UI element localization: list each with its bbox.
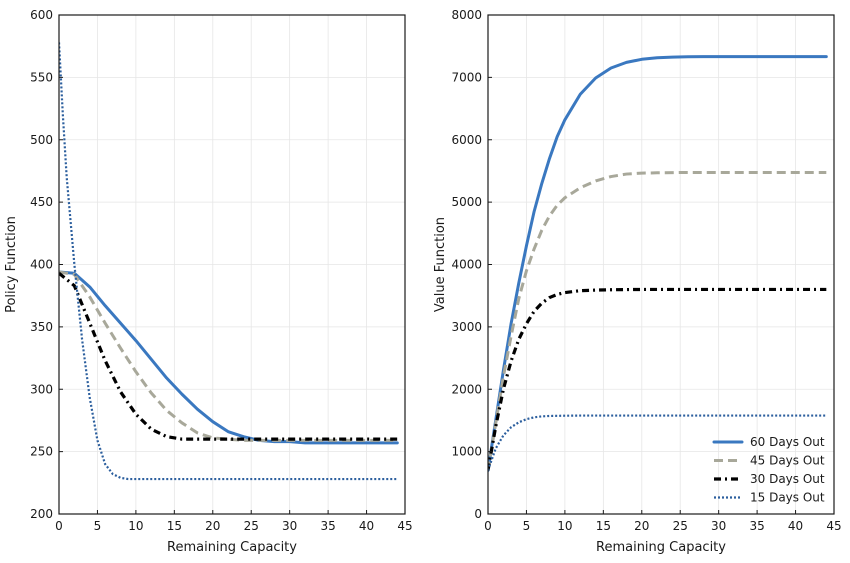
policy-series-45-days-line [59,270,398,442]
value-y-tick-label: 4000 [451,258,482,272]
value-x-tick-label: 45 [826,519,841,533]
value-series-15-days-line [488,414,827,471]
value-x-tick-label: 30 [711,519,726,533]
policy-x-tick-label: 0 [55,519,63,533]
policy-x-tick-label: 45 [397,519,412,533]
value-y-tick-label: 0 [474,507,482,521]
value-y-tick-label: 6000 [451,133,482,147]
policy-y-tick-label: 550 [30,70,53,84]
policy-series-30-days-line [59,271,398,441]
policy-series-15-days-line [59,42,398,481]
value-series-30-days-line [488,287,827,471]
policy-y-tick-label: 300 [30,382,53,396]
policy-x-tick-label: 35 [320,519,335,533]
value-x-axis-label: Remaining Capacity [596,540,726,555]
policy-x-tick-label: 5 [94,519,102,533]
value-x-tick-label: 5 [523,519,531,533]
policy-x-tick-label: 40 [359,519,374,533]
value-x-tick-label: 10 [557,519,572,533]
policy-y-tick-label: 350 [30,320,53,334]
policy-y-tick-label: 200 [30,507,53,521]
legend-label-15-days: 15 Days Out [750,491,825,505]
value-y-tick-label: 1000 [451,445,482,459]
policy-x-tick-label: 25 [244,519,259,533]
policy-y-tick-label: 250 [30,445,53,459]
policy-x-tick-label: 30 [282,519,297,533]
policy-x-tick-label: 20 [205,519,220,533]
value-x-tick-label: 40 [788,519,803,533]
value-x-tick-label: 20 [634,519,649,533]
value-y-tick-label: 5000 [451,195,482,209]
value-y-tick-label: 2000 [451,382,482,396]
value-x-tick-label: 35 [749,519,764,533]
policy-y-tick-label: 450 [30,195,53,209]
policy-y-tick-label: 400 [30,258,53,272]
policy-series-60-days-line [59,270,399,445]
value-x-tick-label: 25 [673,519,688,533]
legend-label-45-days: 45 Days Out [750,454,825,468]
policy-x-axis-label: Remaining Capacity [167,540,297,555]
value-series-45-days-line [488,171,827,471]
value-legend: 60 Days Out 45 Days Out 30 Days Out 15 Days… [712,435,825,505]
value-y-axis-label: Value Function [433,217,448,312]
value-x-tick-label: 0 [484,519,492,533]
legend-label-60-days: 60 Days Out [750,435,825,449]
policy-y-axis-label: Policy Function [4,216,19,313]
legend-label-30-days: 30 Days Out [750,472,825,486]
value-y-tick-label: 7000 [451,70,482,84]
policy-x-tick-label: 15 [167,519,182,533]
policy-y-tick-label: 600 [30,8,53,22]
value-series-60-days-line [488,55,828,472]
value-chart: 0 5 10 15 20 25 30 35 40 45 0 1000 2000 3000 4000 5000 6… [433,8,842,555]
policy-chart: 0 5 10 15 20 25 30 35 40 45 200 250 300 350 400 450 500 5… [4,8,413,555]
policy-y-tick-label: 500 [30,133,53,147]
value-y-tick-label: 3000 [451,320,482,334]
value-y-tick-label: 8000 [451,8,482,22]
value-x-tick-label: 15 [596,519,611,533]
policy-x-tick-label: 10 [128,519,143,533]
